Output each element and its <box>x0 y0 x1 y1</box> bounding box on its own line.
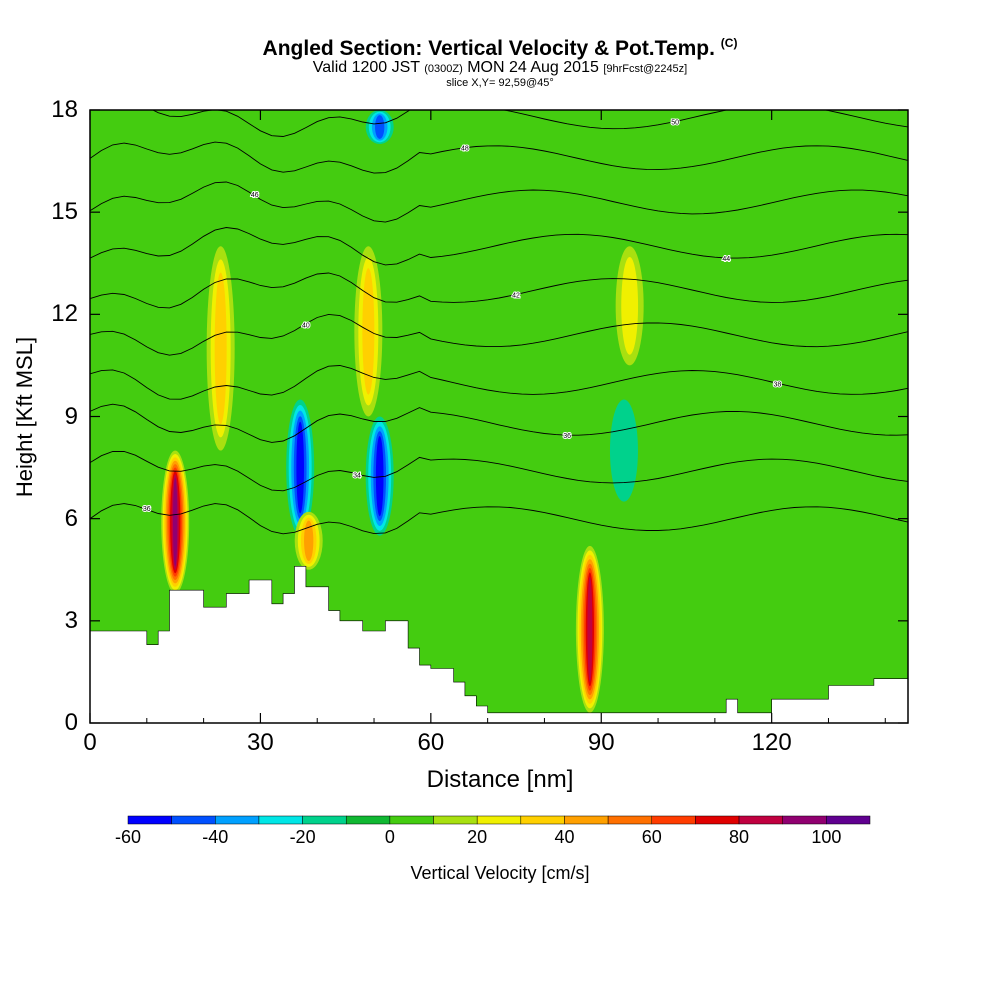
colorbar-tick-label: 100 <box>811 827 842 847</box>
theta-contour-40 <box>90 313 908 356</box>
colorbar-tick-label: 20 <box>467 827 488 847</box>
y-tick-label: 15 <box>51 198 78 226</box>
velocity-cell-9 <box>609 399 638 502</box>
colorbar-swatch <box>127 815 172 825</box>
colorbar-swatch <box>215 815 260 825</box>
colorbar-swatch <box>607 815 653 825</box>
velocity-cell-8 <box>621 256 639 355</box>
theta-contour-36 <box>90 503 908 535</box>
y-tick-label: 18 <box>51 96 78 123</box>
colorbar-tick-label: -60 <box>114 827 141 847</box>
velocity-cell-1 <box>214 272 227 425</box>
theta-contour-46 <box>90 181 908 223</box>
colorbar-tick-label: -20 <box>289 827 316 847</box>
colorbar-swatch <box>520 815 565 825</box>
y-tick-label: 12 <box>51 300 78 328</box>
colorbar-swatch <box>695 815 740 825</box>
y-tick-label: 0 <box>64 709 78 736</box>
colorbar-swatch <box>433 815 478 825</box>
theta-contour-label: 40 <box>302 322 310 329</box>
theta-contour-50 <box>151 110 908 137</box>
colorbar-tick-label: 0 <box>384 827 395 847</box>
x-tick-label: 90 <box>587 729 615 756</box>
colorbar-swatch <box>564 815 609 825</box>
velocity-cell-5 <box>375 436 384 517</box>
velocity-cell-3 <box>304 520 314 562</box>
colorbar-label: Vertical Velocity [cm/s] <box>410 863 590 883</box>
theta-contour-42 <box>90 272 908 309</box>
colorbar-swatch <box>258 815 303 825</box>
theta-contour-label: 36 <box>143 506 151 513</box>
colorbar-tick-label: 80 <box>729 827 750 847</box>
y-tick-label: 3 <box>64 606 78 634</box>
colorbar-swatch <box>171 815 216 825</box>
theta-contour-label: 42 <box>512 293 520 300</box>
velocity-field: 36 34 36 38 40 42 44 46 48 50 <box>90 110 908 723</box>
colorbar-tick-label: 60 <box>641 827 662 847</box>
colorbar-swatch <box>476 815 522 825</box>
x-tick-label: 0 <box>83 729 97 756</box>
theta-contour-48 <box>90 141 908 174</box>
theta-contour-label: 44 <box>722 256 730 263</box>
velocity-cell-2 <box>296 421 304 514</box>
x-tick-label: 120 <box>751 729 792 756</box>
theta-contour-label: 46 <box>251 192 259 199</box>
y-tick-label: 6 <box>64 504 78 532</box>
chart-subtitle: Valid 1200 JST (0300Z) MON 24 Aug 2015 [… <box>312 59 688 76</box>
slice-info: slice X,Y= 92,59@45° <box>446 77 554 89</box>
chart-title: Angled Section: Vertical Velocity & Pot.… <box>262 36 738 60</box>
theta-contour-44 <box>90 227 908 266</box>
theta-contour-36 <box>90 403 908 443</box>
colorbar-swatch <box>826 815 871 825</box>
colorbar-swatch <box>302 815 347 825</box>
y-tick-label: 9 <box>64 402 78 430</box>
theta-contour-label: 36 <box>563 433 571 440</box>
colorbar-swatch <box>782 815 827 825</box>
colorbar-swatch <box>738 815 783 825</box>
x-axis-label: Distance [nm] <box>426 766 574 793</box>
terrain <box>90 566 908 723</box>
theta-contour-label: 50 <box>671 120 679 127</box>
velocity-cell-7 <box>587 576 593 682</box>
colorbar-tick-label: 40 <box>554 827 575 847</box>
x-tick-label: 30 <box>247 729 274 756</box>
x-tick-label: 60 <box>417 729 445 756</box>
y-axis-label: Height [Kft MSL] <box>12 336 37 498</box>
colorbar-swatch <box>389 815 434 825</box>
colorbar-swatch <box>345 815 391 825</box>
theta-contour-38 <box>90 365 908 400</box>
theta-contour-label: 38 <box>773 381 781 388</box>
colorbar-tick-label: -40 <box>202 827 229 847</box>
theta-contour-34 <box>90 450 908 492</box>
velocity-cell-0 <box>172 477 178 567</box>
velocity-cell-4 <box>362 268 375 395</box>
theta-contour-label: 34 <box>353 472 361 479</box>
theta-contour-label: 48 <box>461 146 469 153</box>
velocity-cell-6 <box>375 115 385 139</box>
colorbar-swatch <box>651 815 696 825</box>
